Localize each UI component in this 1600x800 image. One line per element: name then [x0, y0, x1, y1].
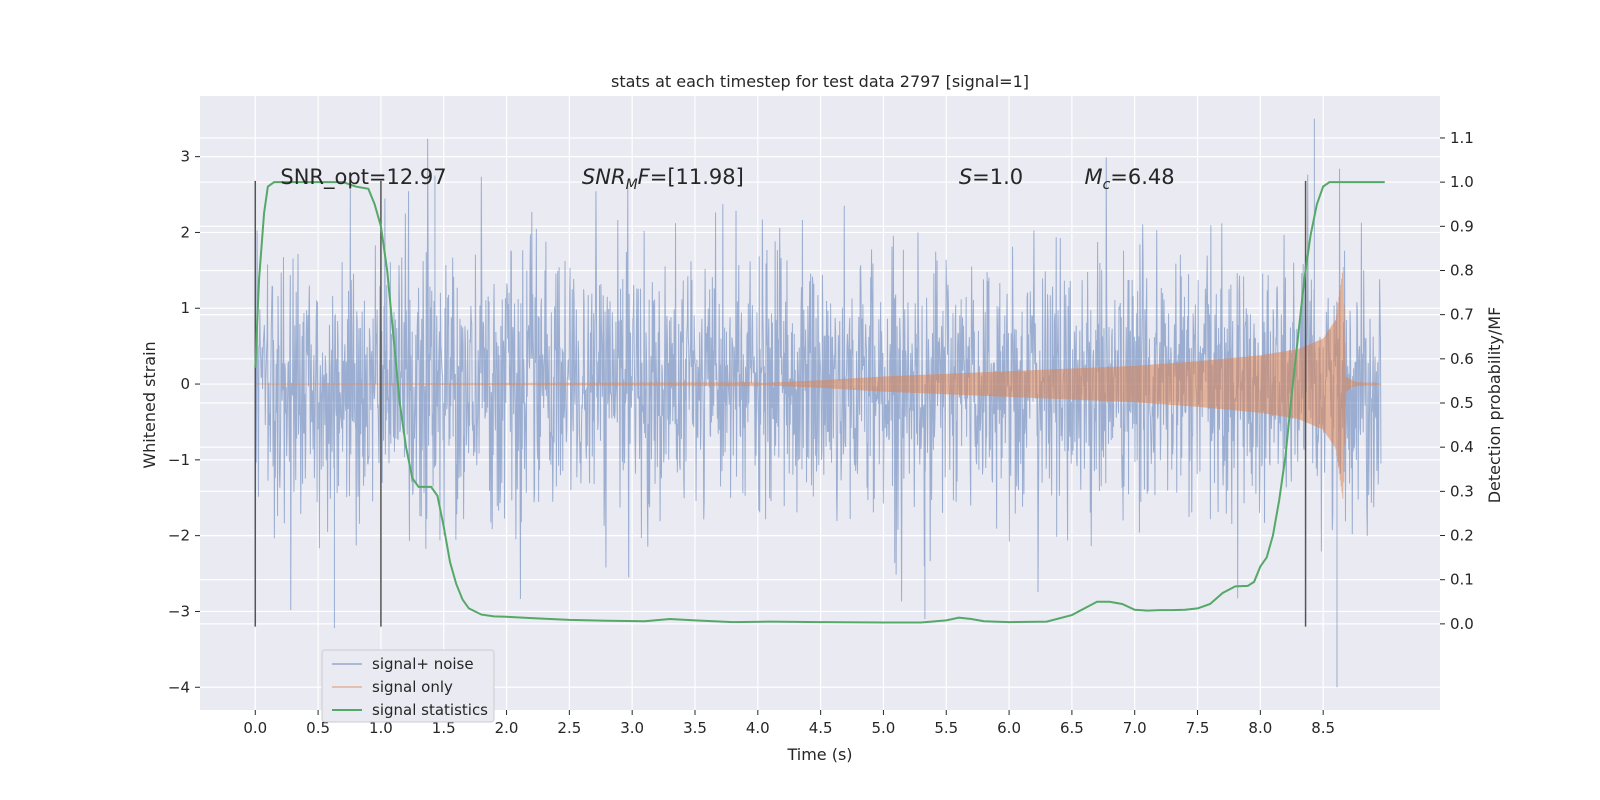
x-tick-label: 7.5 [1186, 719, 1210, 737]
y-tick-label: 2 [180, 223, 190, 241]
y2-tick-label: 0.7 [1450, 306, 1474, 324]
y-tick-label: −2 [168, 527, 190, 545]
y2-tick-label: 0.0 [1450, 615, 1474, 633]
signal-only-line [255, 266, 1381, 499]
signal-noise-line [254, 118, 1382, 688]
y-tick-label: 1 [180, 299, 190, 317]
x-tick-label: 0.5 [306, 719, 330, 737]
x-tick-label: 8.5 [1311, 719, 1335, 737]
y-tick-label: −3 [168, 602, 190, 620]
y-axis-label: Whitened strain [140, 341, 159, 468]
x-axis-label: Time (s) [786, 745, 852, 764]
x-tick-label: 0.0 [243, 719, 267, 737]
y-tick-label: −4 [168, 678, 190, 696]
y2-tick-label: 0.5 [1450, 394, 1474, 412]
x-axis: 0.0 0.5 1.0 1.5 2.0 2.5 3.0 3.5 4.0 4.5 5.0 5.5 6.0 6… [243, 710, 1335, 737]
annotations: SNR_opt=12.97 SNRMF=[11.98] S=1.0 Mc=6.48 [280, 165, 1174, 193]
series-signal-statistics [254, 181, 1385, 624]
x-tick-label: 6.0 [997, 719, 1021, 737]
annotation-mc: Mc=6.48 [1084, 165, 1174, 193]
legend-label: signal only [372, 678, 453, 696]
annotation-snr-opt: SNR_opt=12.97 [280, 165, 446, 190]
x-tick-label: 3.5 [683, 719, 707, 737]
y2-axis-label: Detection probability/MF [1485, 307, 1504, 504]
y2-tick-label: 0.2 [1450, 527, 1474, 545]
x-tick-label: 8.0 [1248, 719, 1272, 737]
y2-tick-label: 1.0 [1450, 173, 1474, 191]
x-tick-label: 2.0 [495, 719, 519, 737]
x-tick-label: 3.0 [620, 719, 644, 737]
x-tick-label: 6.5 [1060, 719, 1084, 737]
x-tick-label: 4.5 [809, 719, 833, 737]
y2-tick-label: 0.3 [1450, 482, 1474, 500]
x-tick-label: 1.0 [369, 719, 393, 737]
signal-statistics-line [254, 181, 1385, 624]
y-axis-right: 0.0 0.1 0.2 0.3 0.4 0.5 0.6 0.7 0.8 0.9 1.0 1.1 [1440, 129, 1474, 633]
vertical-markers [254, 180, 1307, 627]
y2-tick-label: 0.6 [1450, 350, 1474, 368]
x-tick-label: 5.5 [934, 719, 958, 737]
y-tick-label: 3 [180, 148, 190, 166]
legend-label: signal+ noise [372, 655, 474, 673]
y-tick-label: −1 [168, 451, 190, 469]
y2-tick-label: 0.4 [1450, 438, 1474, 456]
x-tick-label: 2.5 [557, 719, 581, 737]
x-tick-label: 4.0 [746, 719, 770, 737]
y-axis-left: −4 −3 −2 −1 0 1 2 3 [168, 148, 200, 696]
y2-tick-label: 1.1 [1450, 129, 1474, 147]
chart-title: stats at each timestep for test data 279… [611, 72, 1029, 91]
annotation-snr-mf: SNRMF=[11.98] [582, 165, 744, 193]
y2-tick-label: 0.9 [1450, 217, 1474, 235]
x-tick-label: 5.0 [872, 719, 896, 737]
y-tick-label: 0 [180, 375, 190, 393]
series-signal-only [255, 266, 1381, 499]
annotation-s: S=1.0 [959, 165, 1023, 189]
series-signal-noise [254, 118, 1382, 688]
x-tick-label: 7.0 [1123, 719, 1147, 737]
legend-label: signal statistics [372, 701, 488, 719]
y2-tick-label: 0.1 [1450, 571, 1474, 589]
legend-box [321, 649, 495, 723]
x-tick-label: 1.5 [432, 719, 456, 737]
y2-tick-label: 0.8 [1450, 261, 1474, 279]
legend: signal+ noise signal only signal statistic… [321, 649, 495, 723]
